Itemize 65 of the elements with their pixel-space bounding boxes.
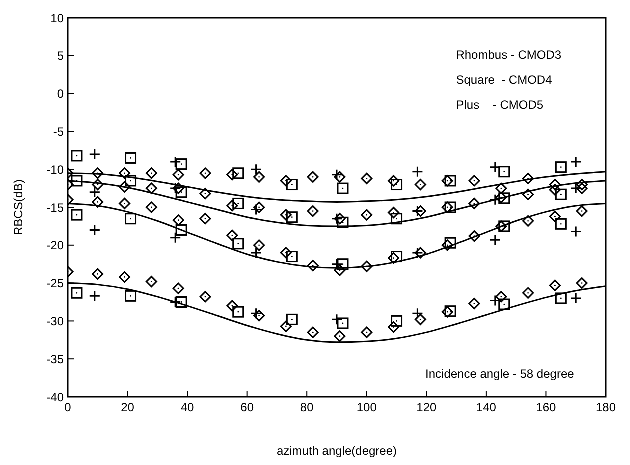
annotation: Plus - CMOD5 bbox=[456, 98, 544, 112]
x-tick-label: 40 bbox=[180, 400, 195, 415]
point bbox=[444, 237, 456, 249]
point bbox=[232, 238, 244, 250]
point bbox=[176, 186, 188, 198]
point bbox=[71, 150, 83, 162]
point bbox=[286, 212, 298, 224]
y-tick-label: -15 bbox=[46, 200, 64, 215]
point bbox=[391, 213, 403, 225]
annotation: Rhombus - CMOD3 bbox=[456, 48, 562, 62]
point bbox=[444, 202, 456, 214]
point bbox=[125, 290, 137, 302]
annotation: Square - CMOD4 bbox=[456, 73, 552, 88]
point bbox=[391, 251, 403, 263]
point bbox=[444, 306, 456, 318]
point bbox=[232, 306, 244, 318]
point bbox=[337, 182, 349, 194]
point bbox=[337, 318, 349, 330]
point bbox=[337, 258, 349, 270]
point bbox=[555, 218, 567, 230]
point bbox=[232, 198, 244, 210]
y-tick-label: 5 bbox=[57, 49, 64, 64]
point bbox=[286, 251, 298, 263]
x-tick-label: 20 bbox=[121, 400, 135, 415]
point bbox=[391, 179, 403, 191]
y-tick-label: -40 bbox=[46, 390, 64, 404]
point bbox=[391, 315, 403, 327]
x-tick-label: 180 bbox=[596, 400, 616, 415]
point bbox=[71, 175, 83, 187]
point bbox=[176, 296, 188, 308]
x-tick-label: 120 bbox=[416, 400, 437, 415]
point bbox=[232, 168, 244, 180]
point bbox=[71, 287, 83, 299]
y-tick-label: 10 bbox=[50, 11, 64, 26]
point bbox=[498, 298, 510, 310]
point bbox=[71, 209, 83, 221]
point bbox=[555, 162, 567, 174]
point bbox=[444, 175, 456, 187]
point bbox=[498, 166, 510, 178]
point bbox=[176, 224, 188, 236]
annotation: Incidence angle - 58 degree bbox=[426, 367, 574, 382]
point bbox=[125, 152, 137, 164]
point bbox=[555, 292, 567, 304]
y-tick-label: -30 bbox=[46, 314, 64, 328]
x-tick-label: 140 bbox=[476, 400, 497, 415]
y-tick-label: 0 bbox=[57, 87, 64, 102]
point bbox=[125, 175, 137, 187]
y-tick-label: -5 bbox=[53, 124, 64, 139]
point bbox=[498, 192, 510, 204]
y-tick-label: -35 bbox=[46, 352, 64, 366]
point bbox=[498, 220, 510, 232]
x-tick-label: 80 bbox=[300, 400, 314, 415]
point bbox=[337, 216, 349, 228]
x-tick-label: 160 bbox=[536, 400, 557, 415]
point bbox=[125, 213, 137, 225]
y-tick-label: -10 bbox=[46, 162, 64, 177]
x-tick-label: 100 bbox=[356, 400, 378, 415]
y-tick-label: -20 bbox=[46, 238, 64, 253]
point bbox=[176, 158, 188, 170]
point bbox=[555, 188, 567, 200]
y-axis-title: RBCS(dB) bbox=[11, 179, 26, 236]
y-tick-label: -25 bbox=[46, 276, 64, 291]
point bbox=[286, 179, 298, 191]
x-tick-label: 60 bbox=[240, 400, 254, 415]
point bbox=[286, 314, 298, 326]
